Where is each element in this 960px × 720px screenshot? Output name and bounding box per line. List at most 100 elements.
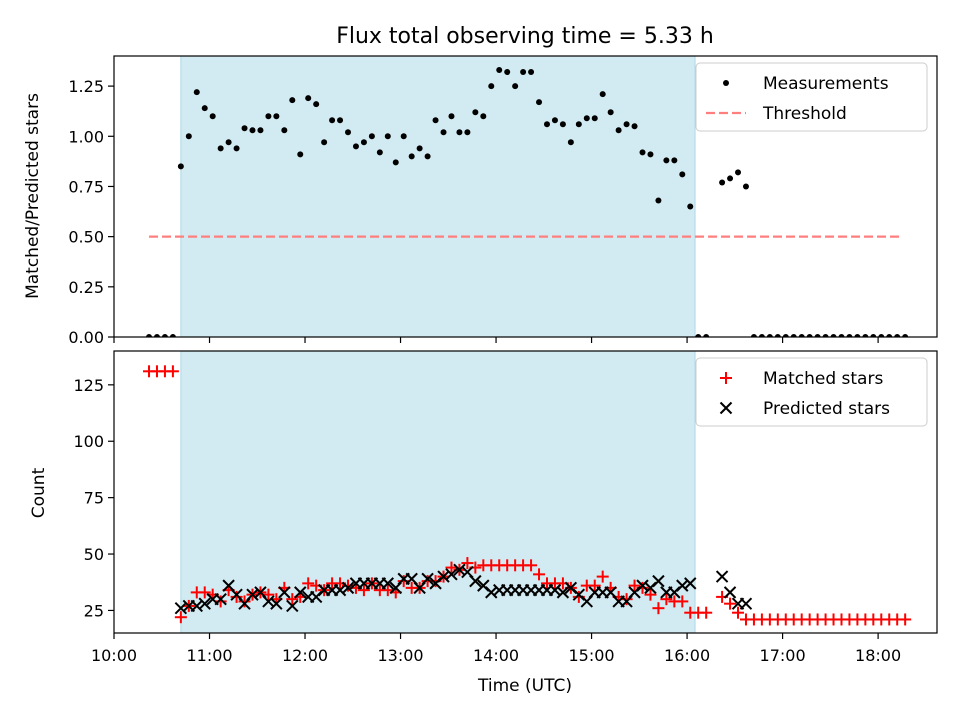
matched-star-point <box>445 561 458 574</box>
bottom-y-tick-label: 25 <box>84 601 104 620</box>
legend-matched-marker <box>720 372 732 384</box>
measurement-point <box>798 334 805 337</box>
top-y-tick-label: 0.75 <box>68 177 104 196</box>
predicted-star-point <box>270 597 283 610</box>
predicted-star-point <box>676 579 689 592</box>
matched-star-point <box>899 613 912 626</box>
measurement-point <box>225 139 232 146</box>
matched-star-point <box>628 579 641 592</box>
measurement-point <box>782 334 789 337</box>
measurement-point <box>432 117 439 124</box>
measurement-point <box>679 171 686 178</box>
measurement-point <box>161 334 168 337</box>
measurement-point <box>543 121 550 128</box>
legend-predicted-marker <box>719 401 733 415</box>
bottom-y-tick-label: 125 <box>73 376 104 395</box>
matched-star-point <box>620 593 633 606</box>
predicted-star-point <box>278 586 291 599</box>
measurement-point <box>464 129 471 136</box>
bottom-y-tick-label: 100 <box>73 432 104 451</box>
x-tick-label: 17:00 <box>760 646 806 665</box>
measurement-point <box>687 203 694 210</box>
top-y-tick-label: 0.00 <box>68 328 104 347</box>
bottom-marks <box>143 365 912 626</box>
measurement-point <box>528 69 535 76</box>
measurement-point <box>360 139 367 146</box>
measurement-point <box>822 334 829 337</box>
measurement-point <box>750 334 757 337</box>
x-tick-label: 15:00 <box>569 646 615 665</box>
measurement-point <box>472 109 479 116</box>
measurement-point <box>512 83 519 90</box>
predicted-star-point <box>174 601 188 615</box>
count-panel: 25 50 75 100 125 10:00 11:00 12:00 13:00 14:00 15:… <box>73 350 938 665</box>
x-tick-label: 11:00 <box>186 646 232 665</box>
measurement-point <box>870 334 877 337</box>
matched-star-point <box>238 595 251 608</box>
measurement-point <box>520 69 527 76</box>
measurement-point <box>663 157 670 164</box>
matched-star-point <box>230 590 243 603</box>
measurement-point <box>671 157 678 164</box>
matched-star-point <box>166 365 179 378</box>
predicted-star-point <box>381 577 395 590</box>
predicted-star-point <box>715 570 729 583</box>
measurement-point <box>599 91 606 98</box>
matched-star-point <box>286 593 299 606</box>
matched-star-point <box>596 570 609 583</box>
measurement-point <box>281 127 288 134</box>
predicted-star-point <box>548 583 562 597</box>
measurement-point <box>352 143 359 150</box>
legend-box <box>695 357 928 427</box>
measurement-point <box>727 175 734 182</box>
measurement-point <box>480 113 487 120</box>
measurement-point <box>790 334 797 337</box>
measurement-point <box>146 334 153 337</box>
predicted-star-point <box>453 563 466 577</box>
measurement-point <box>862 334 869 337</box>
measurement-point <box>719 179 726 186</box>
predicted-star-point <box>214 592 227 606</box>
ratio-panel: 0.00 0.25 0.50 0.75 1.00 1.25 Measurements Thre… <box>68 55 938 347</box>
measurement-point <box>854 334 861 337</box>
matched-star-point <box>644 588 657 601</box>
predicted-star-point <box>198 597 211 610</box>
x-tick-label: 10:00 <box>91 646 137 665</box>
legend-label: Matched stars <box>763 369 883 389</box>
measurement-point <box>806 334 813 337</box>
matched-star-point <box>302 577 315 590</box>
measurement-point <box>886 334 893 337</box>
predicted-star-point <box>485 586 498 599</box>
measurement-point <box>703 334 710 337</box>
measurement-point <box>488 83 495 90</box>
measurement-point <box>249 127 256 134</box>
measurement-point <box>695 334 702 337</box>
measurement-point <box>185 133 192 140</box>
x-tick-label: 13:00 <box>377 646 423 665</box>
bottom-legend: Matched stars Predicted stars <box>695 357 928 427</box>
measurement-point <box>766 334 773 337</box>
matched-star-point <box>461 557 474 570</box>
matched-star-point <box>732 606 745 619</box>
legend-box <box>695 62 928 132</box>
measurement-point <box>201 105 208 112</box>
measurement-point <box>345 129 352 136</box>
measurement-point <box>153 334 160 337</box>
measurement-point <box>536 99 543 106</box>
measurement-point <box>838 334 845 337</box>
legend-label: Predicted stars <box>763 399 890 419</box>
legend-label: Measurements <box>763 74 889 94</box>
measurement-point <box>209 113 216 120</box>
matched-star-point <box>525 559 538 572</box>
measurement-point <box>639 149 646 156</box>
measurement-point <box>583 115 590 122</box>
matched-star-point <box>724 597 737 610</box>
measurement-point <box>496 67 503 74</box>
top-y-tick-label: 1.00 <box>68 127 104 146</box>
matched-star-point <box>652 602 665 615</box>
measurement-point <box>233 145 240 152</box>
measurement-point <box>321 139 328 146</box>
top-observing-window-band <box>180 55 696 338</box>
measurement-point <box>400 133 407 140</box>
